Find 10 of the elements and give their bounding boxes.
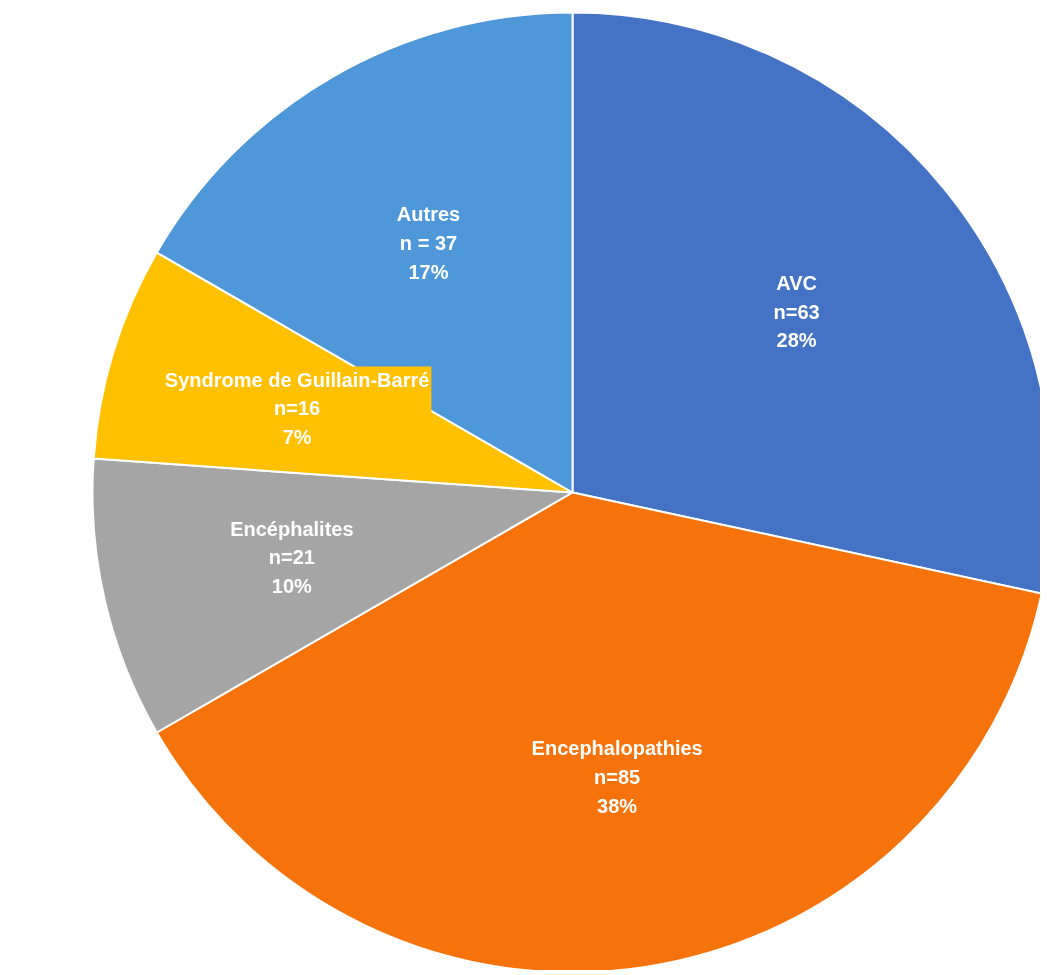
data-label: n = 37 17% [399,232,458,283]
data-label: n=16 7% [274,397,321,448]
slice-label: Encephalopathies [531,737,703,760]
data-label: n=85 38% [594,766,641,817]
slice-label: Syndrome de Guillain-Barré [164,368,430,391]
slice-label: Encéphalites [230,517,354,540]
data-label: n=63 28% [773,300,820,352]
slice-label: AVC [776,271,817,294]
data-label: n=21 10% [268,546,315,597]
slice-label: Autres [396,203,461,226]
